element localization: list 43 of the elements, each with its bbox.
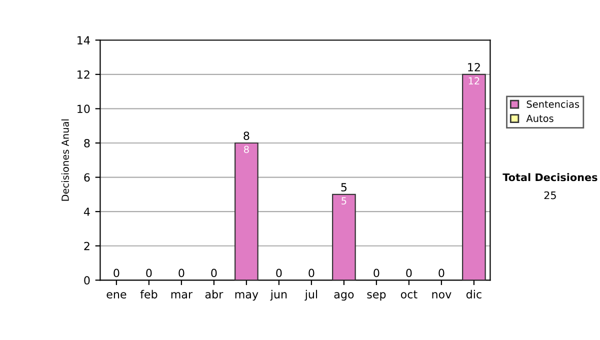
total-label: 0 (374, 268, 380, 278)
data-label: 5 (342, 197, 346, 205)
total-label: 8 (244, 132, 250, 140)
y-tick-label: 8 (84, 138, 90, 148)
x-tick-label: feb (140, 290, 158, 298)
y-tick-label: 10 (78, 104, 90, 114)
legend-label: Autos (526, 114, 554, 122)
y-tick-label: 12 (78, 70, 90, 79)
y-tick-label: 0 (84, 276, 90, 285)
total-label: 0 (211, 268, 217, 278)
x-tick-label: ago (334, 292, 354, 301)
bar (462, 74, 486, 280)
x-tick-label: mar (171, 292, 193, 298)
x-tick-label: may (235, 292, 258, 301)
total-label: 0 (308, 268, 314, 278)
text: Total Decisiones (502, 173, 598, 182)
x-tick-label: sep (367, 292, 386, 301)
bar (332, 194, 356, 280)
total-label: 0 (276, 268, 282, 278)
x-tick-label: oct (400, 290, 418, 298)
bar (234, 142, 258, 280)
text: 25 (544, 191, 556, 200)
x-tick-label: dic (466, 290, 482, 298)
y-tick-label: 14 (78, 36, 90, 44)
total-label: 0 (146, 268, 152, 278)
total-label: 0 (114, 268, 120, 278)
y-tick-label: 6 (84, 173, 90, 182)
x-tick-label: abr (205, 290, 224, 298)
x-tick-label: jun (270, 290, 287, 301)
data-label: 12 (468, 77, 480, 84)
total-label: 12 (468, 62, 480, 72)
legend-label: Sentencias (526, 100, 580, 108)
total-label: 0 (178, 268, 184, 278)
x-tick-label: ene (106, 292, 126, 298)
y-axis-title: Decisiones Anual (61, 119, 69, 201)
total-label: 0 (438, 268, 444, 278)
total-label: 0 (406, 268, 412, 278)
y-tick-label: 2 (84, 242, 90, 250)
x-tick-label: jul (304, 290, 318, 301)
total-label: 5 (341, 183, 347, 192)
data-label: 8 (244, 146, 249, 154)
x-tick-label: nov (432, 292, 452, 298)
y-tick-label: 4 (84, 208, 90, 216)
